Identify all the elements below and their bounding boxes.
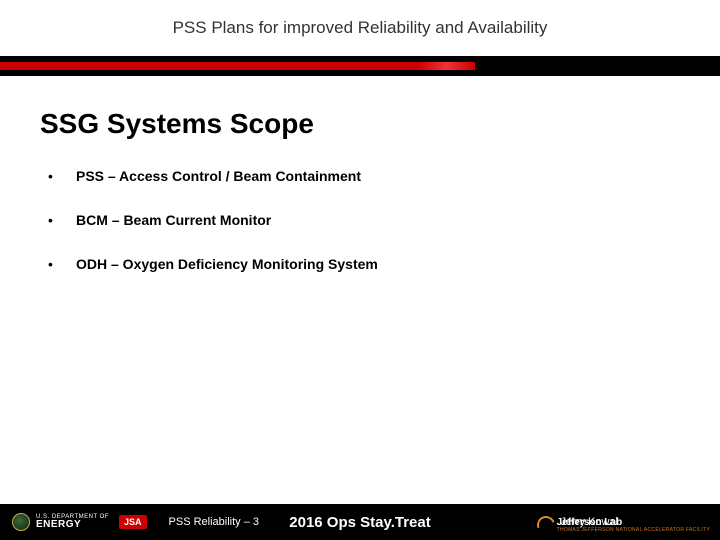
divider-accent [0, 62, 720, 70]
content-title: SSG Systems Scope [40, 108, 680, 140]
bullet-text: BCM – Beam Current Monitor [76, 212, 271, 228]
bullet-marker: • [48, 256, 76, 272]
bullet-marker: • [48, 212, 76, 228]
content-area: SSG Systems Scope • PSS – Access Control… [0, 76, 720, 272]
jlab-text: Jefferson Lab THOMAS JEFFERSON NATIONAL … [557, 518, 710, 533]
energy-logo: U.S. DEPARTMENT OF ENERGY [12, 513, 109, 531]
list-item: • PSS – Access Control / Beam Containmen… [48, 168, 680, 184]
energy-text: U.S. DEPARTMENT OF ENERGY [36, 514, 109, 530]
bullet-text: PSS – Access Control / Beam Containment [76, 168, 361, 184]
divider-bar [0, 56, 720, 76]
energy-seal-icon [12, 513, 30, 531]
list-item: • BCM – Beam Current Monitor [48, 212, 680, 228]
header-title: PSS Plans for improved Reliability and A… [173, 18, 548, 38]
slide-header: PSS Plans for improved Reliability and A… [0, 0, 720, 56]
jlab-top: Jefferson Lab [557, 518, 710, 528]
jlab-bottom: THOMAS JEFFERSON NATIONAL ACCELERATOR FA… [557, 528, 710, 533]
jsa-badge: JSA [119, 515, 147, 529]
bullet-marker: • [48, 168, 76, 184]
jlab-logo: Jefferson Lab THOMAS JEFFERSON NATIONAL … [537, 516, 710, 534]
footer-center-title: 2016 Ops Stay.Treat [289, 514, 430, 531]
jlab-swoosh-icon [537, 516, 555, 534]
energy-big: ENERGY [36, 520, 109, 530]
bullet-text: ODH – Oxygen Deficiency Monitoring Syste… [76, 256, 378, 272]
slide-footer: U.S. DEPARTMENT OF ENERGY JSA PSS Reliab… [0, 504, 720, 540]
list-item: • ODH – Oxygen Deficiency Monitoring Sys… [48, 256, 680, 272]
bullet-list: • PSS – Access Control / Beam Containmen… [40, 168, 680, 272]
slide-number: PSS Reliability – 3 [169, 516, 260, 528]
